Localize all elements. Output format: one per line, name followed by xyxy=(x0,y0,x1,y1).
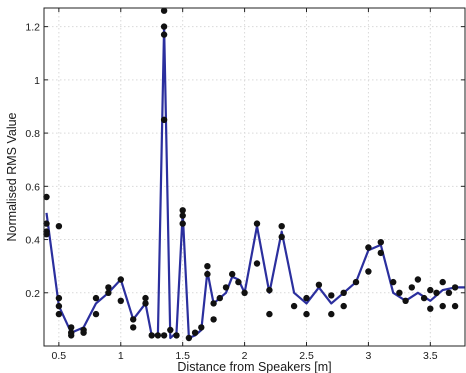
data-point xyxy=(160,116,168,124)
data-point xyxy=(204,263,211,270)
data-point xyxy=(130,316,137,323)
data-point xyxy=(92,310,100,318)
data-point xyxy=(377,239,384,246)
data-point xyxy=(210,316,217,323)
data-point xyxy=(43,220,50,227)
data-point xyxy=(328,310,335,318)
data-point xyxy=(117,297,125,304)
data-point xyxy=(160,332,168,339)
data-point xyxy=(179,220,186,227)
data-point xyxy=(396,289,403,296)
data-point xyxy=(408,284,415,291)
data-point xyxy=(315,281,323,288)
data-point xyxy=(266,286,273,294)
data-point xyxy=(43,228,50,235)
data-point xyxy=(148,332,155,339)
data-point xyxy=(179,212,186,219)
data-markers-layer xyxy=(43,7,459,342)
y-tick-label: 0.6 xyxy=(25,181,40,193)
x-tick-label: 1 xyxy=(118,350,124,362)
data-point xyxy=(167,326,174,334)
data-point xyxy=(216,294,223,302)
data-point xyxy=(43,193,50,201)
data-point xyxy=(179,207,186,214)
x-tick-label: 0.5 xyxy=(52,350,67,362)
x-tick-label: 2 xyxy=(242,350,248,362)
grid-lines xyxy=(44,8,465,346)
data-point xyxy=(433,289,440,296)
data-point xyxy=(402,297,409,304)
data-point xyxy=(451,284,459,291)
data-point xyxy=(142,300,149,307)
data-point xyxy=(340,289,347,296)
data-point xyxy=(105,284,112,291)
data-point xyxy=(68,332,75,339)
data-point xyxy=(160,23,168,30)
axes-frame xyxy=(43,7,466,347)
data-point xyxy=(130,324,137,331)
data-point xyxy=(303,310,310,318)
x-tick-label: 1.5 xyxy=(175,350,190,362)
data-point xyxy=(266,310,273,318)
data-point xyxy=(80,329,87,336)
data-point xyxy=(278,233,285,241)
tick-marks-layer: 0.5 1 1.5 2 2.5 3 3.5 0.2 0.4 0.6 0.8 1 1.2 xyxy=(25,8,465,362)
y-axis-label: Normalised RMS Value xyxy=(5,112,19,241)
y-tick-label: 0.4 xyxy=(25,235,40,247)
data-point xyxy=(92,294,100,302)
data-point xyxy=(222,284,230,291)
data-point xyxy=(191,329,199,336)
x-tick-label: 3.5 xyxy=(423,350,438,362)
data-point xyxy=(55,223,63,230)
data-point xyxy=(68,324,75,331)
data-point xyxy=(420,294,428,302)
data-point xyxy=(55,310,63,318)
data-point xyxy=(451,302,459,310)
data-point xyxy=(253,260,261,267)
data-point xyxy=(278,223,285,230)
data-point xyxy=(377,249,384,257)
data-point xyxy=(117,276,125,283)
data-point xyxy=(390,278,397,286)
data-point xyxy=(229,270,236,278)
data-point xyxy=(290,302,298,310)
data-point xyxy=(198,324,205,331)
data-point xyxy=(55,294,63,302)
y-tick-label: 0.8 xyxy=(25,128,40,140)
data-point xyxy=(445,289,453,296)
data-point xyxy=(142,294,149,302)
data-point xyxy=(210,300,217,307)
data-point xyxy=(185,334,193,342)
data-point xyxy=(328,292,335,299)
x-tick-label: 2.5 xyxy=(299,350,314,362)
y-tick-label: 1.2 xyxy=(25,22,40,34)
data-point xyxy=(253,220,261,227)
data-point xyxy=(160,7,168,14)
data-point xyxy=(235,278,242,286)
data-point xyxy=(105,289,112,296)
data-point xyxy=(154,332,162,339)
y-tick-label: 0.2 xyxy=(25,288,40,300)
data-point xyxy=(439,302,446,310)
data-point xyxy=(173,332,180,339)
data-point xyxy=(365,268,372,275)
x-tick-label: 3 xyxy=(365,350,371,362)
data-point xyxy=(439,278,446,286)
x-axis-label: Distance from Speakers [m] xyxy=(177,360,331,373)
data-point xyxy=(340,302,347,310)
data-point xyxy=(241,289,248,296)
data-point xyxy=(55,302,63,310)
data-point xyxy=(352,278,360,286)
data-point xyxy=(365,244,372,251)
data-point xyxy=(427,305,434,312)
data-point xyxy=(427,286,434,294)
data-point xyxy=(303,294,310,302)
data-point xyxy=(160,31,168,38)
y-tick-label: 1 xyxy=(34,75,40,87)
data-point xyxy=(414,276,422,283)
data-point xyxy=(204,270,211,278)
